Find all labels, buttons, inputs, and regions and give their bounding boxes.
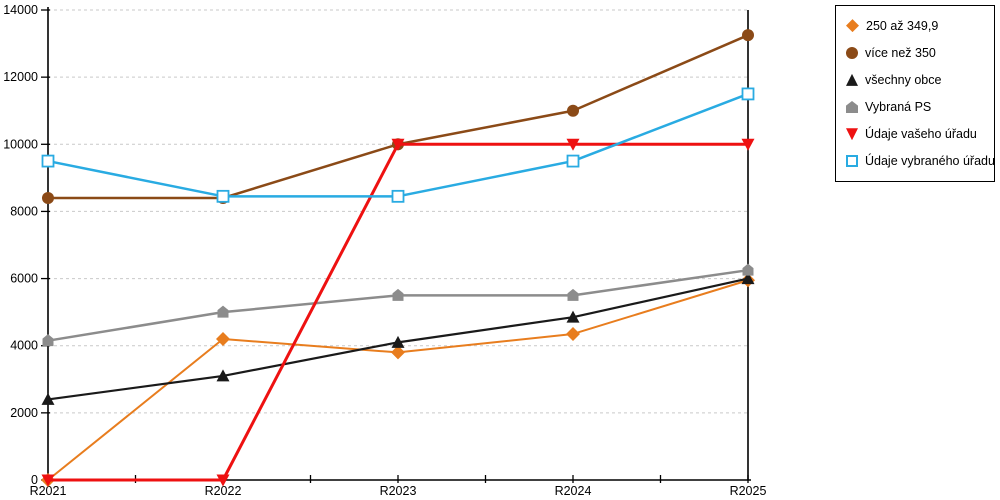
open-square-marker-icon [41, 154, 55, 168]
pentagon-marker-icon [742, 263, 754, 276]
y-tick-label: 4000 [10, 339, 38, 353]
open-square-marker-icon [216, 189, 230, 203]
triangle-down-marker-icon [846, 128, 858, 141]
series-line-0 [47, 279, 749, 481]
y-tick-label: 0 [31, 473, 38, 487]
open-square-marker-icon [566, 154, 580, 168]
triangle-up-marker-icon [391, 335, 405, 348]
y-tick-label: 12000 [3, 70, 38, 84]
legend-item-vsechny-obce: všechny obce [846, 70, 988, 90]
legend-item-udaje-vybraneho-uradu: Údaje vybraného úřadu [846, 151, 995, 171]
triangle-up-marker-icon [846, 73, 858, 86]
triangle-up-marker-icon [41, 392, 55, 405]
x-tick-label: R2022 [205, 484, 242, 498]
y-tick-label: 2000 [10, 406, 38, 420]
y-tick-label: 14000 [3, 3, 38, 17]
circle-marker-icon [42, 192, 54, 204]
triangle-down-marker-icon [566, 138, 580, 151]
triangle-down-marker-icon [741, 138, 755, 151]
legend-label: více než 350 [865, 45, 936, 60]
open-square-marker-icon [391, 189, 405, 203]
diamond-marker-icon [391, 345, 405, 360]
circle-marker-icon [742, 29, 754, 42]
open-square-marker-icon [741, 87, 755, 101]
legend-item-vice-nez-350: více než 350 [846, 43, 988, 63]
legend-label: Vybraná PS [865, 100, 932, 115]
open-square-marker-icon [846, 155, 858, 168]
triangle-down-marker-icon [41, 474, 55, 487]
legend-item-udaje-vaseho-uradu: Údaje vašeho úřadu [846, 124, 988, 144]
legend-label: všechny obce [865, 72, 942, 87]
x-tick-label: R2023 [380, 484, 417, 498]
diamond-marker-icon [846, 19, 859, 33]
diamond-marker-icon [216, 332, 230, 346]
x-tick-label: R2024 [555, 484, 592, 498]
pentagon-marker-icon [392, 288, 404, 301]
x-tick-label: R2021 [30, 484, 67, 498]
legend-label: Údaje vybraného úřadu [865, 154, 995, 169]
legend: 250 až 349,9 více než 350 všechny obce V… [835, 5, 995, 182]
pentagon-marker-icon [42, 334, 54, 347]
diamond-marker-icon [566, 326, 580, 341]
triangle-up-marker-icon [566, 310, 580, 323]
y-tick-label: 8000 [10, 204, 38, 218]
pentagon-marker-icon [217, 305, 229, 318]
x-tick-label: R2025 [730, 484, 767, 498]
chart-canvas: 0 2000 4000 6000 8000 10000 12000 14000 R2021 R20… [3, 3, 767, 498]
y-tick-label: 6000 [10, 272, 38, 286]
triangle-up-marker-icon [216, 369, 230, 382]
series-line-3 [47, 268, 749, 342]
triangle-down-marker-icon [391, 138, 405, 151]
triangle-up-marker-icon [741, 272, 755, 285]
legend-label: 250 až 349,9 [866, 18, 939, 33]
legend-label: Údaje vašeho úřadu [865, 127, 977, 142]
triangle-down-marker-icon [216, 474, 230, 487]
circle-marker-icon [846, 46, 858, 59]
legend-item-250-az-349: 250 až 349,9 [846, 16, 988, 36]
y-tick-label: 10000 [3, 137, 38, 151]
pentagon-marker-icon [846, 101, 858, 114]
pentagon-marker-icon [567, 288, 579, 301]
circle-marker-icon [567, 104, 579, 117]
legend-item-vybrana-ps: Vybraná PS [846, 97, 988, 117]
series-line-1 [48, 34, 749, 200]
